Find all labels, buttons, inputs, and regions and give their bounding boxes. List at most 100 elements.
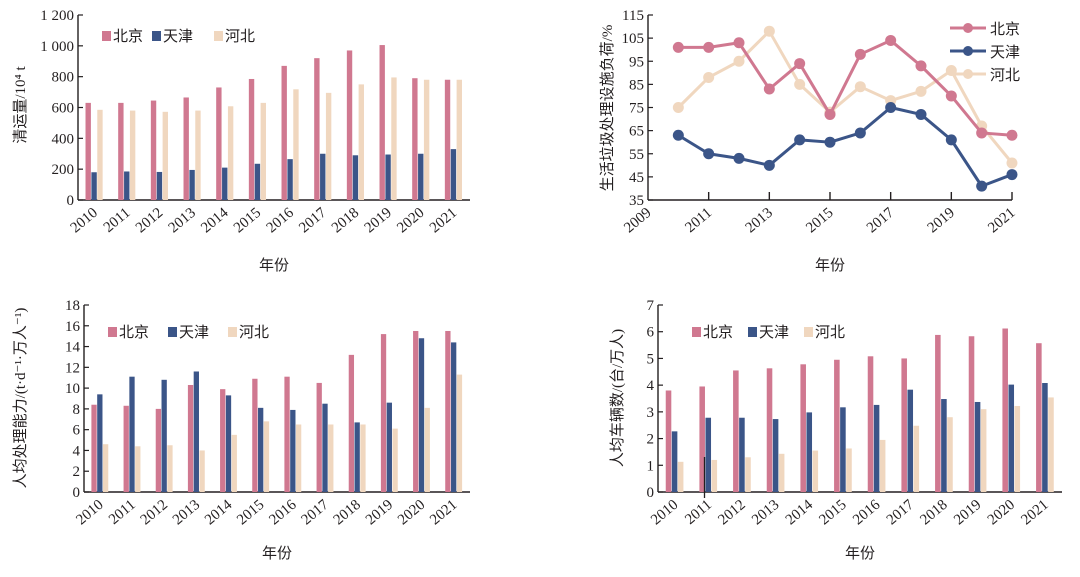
bar-beijing-2018 [935,334,941,492]
bar-hebei-2012 [162,111,168,200]
point-tianjin-2017 [885,102,897,113]
bar-beijing-2010 [91,404,97,492]
x-tick-label: 2011 [682,497,715,528]
point-hebei-2011 [703,71,715,83]
point-beijing-2010 [672,41,684,53]
bar-hebei-2017 [913,425,920,492]
bar-tianjin-2012 [156,171,163,200]
point-tianjin-2013 [763,159,775,171]
y-tick-label: 115 [622,8,644,24]
bar-beijing-2019 [968,336,975,492]
x-axis-title: 年份 [259,257,289,274]
bar-hebei-2021 [456,79,462,200]
bar-tianjin-2013 [193,371,199,492]
bar-tianjin-2021 [1042,383,1048,492]
y-tick-label: 200 [52,162,75,178]
point-beijing-2011 [703,41,715,53]
x-tick-label: 2017 [864,204,898,236]
bar-tianjin-2013 [772,419,779,492]
bar-beijing-2017 [316,382,322,492]
y-tick-label: 6 [647,325,655,341]
bar-beijing-2020 [412,78,418,200]
bar-tianjin-2020 [418,338,425,492]
bar-tianjin-2012 [161,379,167,492]
bar-tianjin-2015 [254,163,261,200]
point-beijing-2016 [854,48,866,60]
x-tick-label: 2010 [68,205,101,237]
point-beijing-2020 [976,127,988,139]
bar-hebei-2015 [846,448,852,492]
x-tick-label: 2012 [138,497,171,529]
chart-svg: 35 45 55 65 75 85 95 105 115 生活垃圾处理设施负荷/% 年份 2009 20… [599,8,1020,274]
chart-cleanup-volume: 0 200 400 600 800 1 000 1 200 清运量/10⁴ t 年份 2010 20… [0,0,540,290]
bar-tianjin-2019 [385,154,391,200]
y-tick-label: 16 [65,319,81,335]
legend-marker-tianjin [963,46,973,56]
x-tick-label: 2015 [234,497,267,529]
bar-beijing-2018 [348,354,355,492]
y-tick-label: 12 [65,360,80,376]
y-axis-title: 生活垃圾处理设施负荷/% [599,25,616,192]
bar-tianjin-2014 [225,395,232,492]
bar-hebei-2012 [745,457,751,492]
bar-beijing-2020 [413,330,419,492]
y-tick-label: 55 [629,147,644,163]
legend-swatch-tianjin [152,31,161,41]
bar-hebei-2015 [260,102,266,200]
y-tick-label: 1 [647,458,655,474]
point-beijing-2012 [733,37,745,49]
point-tianjin-2016 [854,127,866,139]
bar-hebei-2014 [812,450,819,492]
y-tick-label: 18 [65,298,80,314]
bar-beijing-2013 [766,368,773,492]
bar-hebei-2016 [295,424,302,492]
y-axis-title: 清运量/10⁴ t [12,66,29,144]
bar-hebei-2010 [97,109,103,200]
x-tick-label: 2020 [394,205,427,237]
x-tick-label: 2016 [266,496,300,528]
bar-hebei-2020 [1014,405,1021,492]
y-tick-label: 35 [629,193,644,209]
bar-hebei-2017 [325,92,332,200]
y-tick-label: 1 200 [40,8,74,24]
bar-hebei-2012 [167,445,173,492]
legend-label: 天津 [163,27,193,45]
bar-hebei-2010 [102,444,109,492]
legend-swatch-tianjin [748,327,757,337]
x-tick-label: 2018 [917,497,950,529]
legend-label: 天津 [759,323,789,341]
x-tick-label: 2014 [198,204,232,236]
bar-tianjin-2010 [91,172,97,200]
point-beijing-2021 [1006,129,1018,141]
legend-label: 河北 [815,323,845,341]
x-tick-label: 2009 [621,205,654,237]
legend-label: 北京 [703,323,733,341]
line-hebei [677,29,1014,164]
bar-hebei-2021 [1048,397,1054,492]
bar-hebei-2015 [263,421,270,492]
bar-tianjin-2018 [352,155,359,200]
bar-beijing-2013 [183,97,189,200]
bar-beijing-2021 [445,330,451,492]
bar-tianjin-2017 [907,389,914,492]
y-tick-label: 800 [52,70,75,86]
y-tick-label: 8 [73,402,81,418]
y-tick-label: 600 [52,101,75,117]
point-beijing-2015 [824,108,836,120]
x-tick-label: 2016 [264,204,298,236]
bar-beijing-2012 [150,100,157,200]
x-tick-label: 2013 [170,497,203,529]
x-tick-label: 2010 [648,497,681,529]
bar-beijing-2018 [346,50,353,201]
bar-beijing-2012 [733,370,739,492]
y-tick-label: 1 000 [40,39,74,55]
bar-beijing-2014 [216,87,222,200]
point-hebei-2018 [915,85,927,97]
x-tick-label: 2021 [427,497,460,529]
y-tick-label: 2 [647,432,655,448]
y-tick-label: 14 [65,340,81,356]
y-tick-label: 2 [73,464,81,480]
bar-hebei-2013 [195,110,201,200]
y-tick-label: 7 [647,298,655,314]
bar-tianjin-2018 [941,399,947,492]
